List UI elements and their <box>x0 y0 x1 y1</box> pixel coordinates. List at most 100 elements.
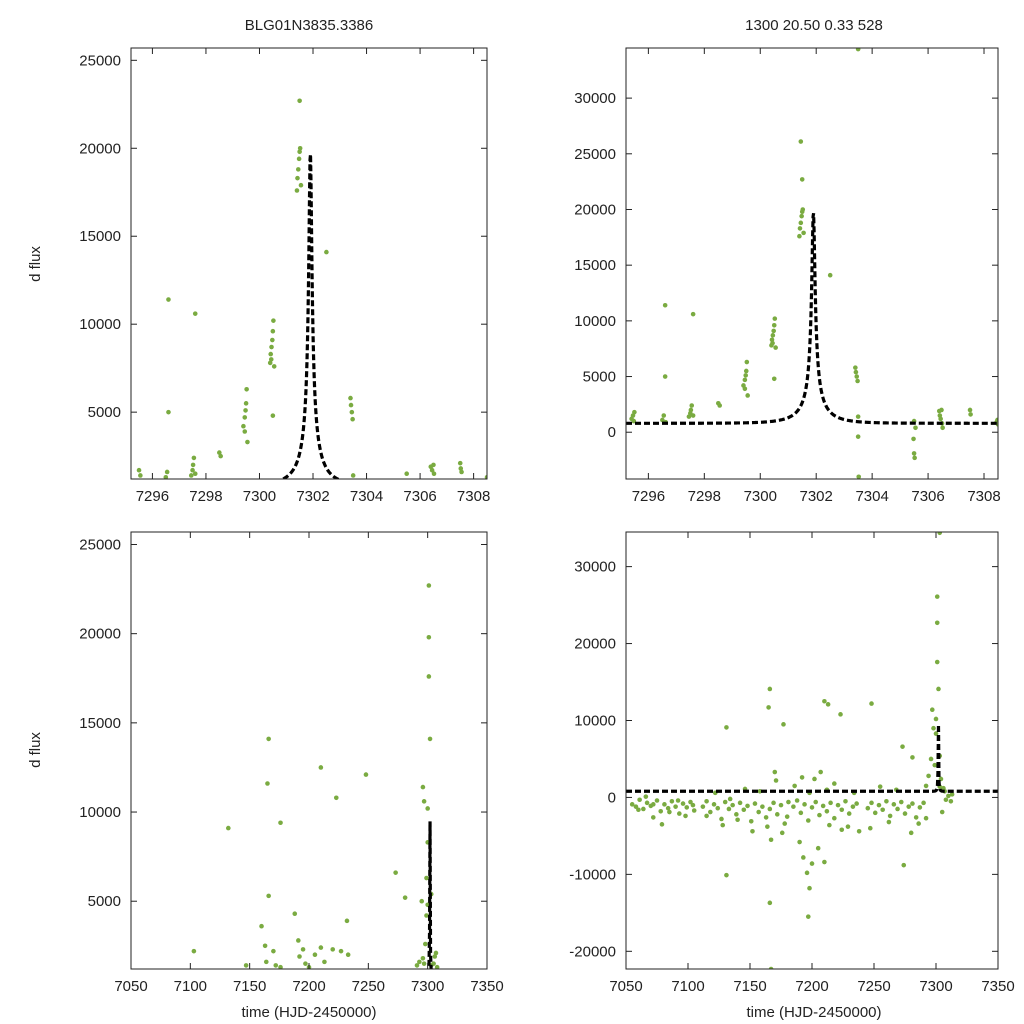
data-point <box>828 800 833 806</box>
data-point <box>995 417 998 423</box>
plot-frame <box>625 47 999 480</box>
data-point <box>711 802 717 807</box>
data-point <box>773 778 779 783</box>
data-point <box>426 674 432 679</box>
data-point <box>949 792 955 797</box>
y-tick-label: 10000 <box>574 712 616 729</box>
data-point <box>138 473 143 478</box>
data-point <box>917 805 923 810</box>
y-axis-label-top: d flux <box>27 246 44 282</box>
plot-frame <box>625 531 999 970</box>
data-point <box>772 316 778 321</box>
data-point <box>669 798 675 804</box>
y-tick-label: 25000 <box>79 536 121 553</box>
data-point <box>839 807 845 813</box>
data-point <box>312 952 318 958</box>
data-point <box>835 802 841 808</box>
data-point <box>854 374 860 379</box>
data-point <box>923 783 929 789</box>
data-point <box>933 731 939 736</box>
data-point <box>426 583 432 588</box>
y-tick-label: 0 <box>608 789 616 806</box>
y-tick-label: 25000 <box>79 52 121 69</box>
points-top-right <box>629 48 998 479</box>
data-point <box>901 862 907 868</box>
data-point <box>298 182 304 188</box>
x-tick-label: 7308 <box>967 488 1000 505</box>
data-point <box>431 961 436 966</box>
data-point <box>799 213 804 219</box>
data-point <box>820 803 826 809</box>
data-point <box>268 351 274 357</box>
data-point <box>940 425 945 431</box>
data-point <box>798 220 804 226</box>
data-point <box>643 794 649 799</box>
data-point <box>296 938 301 943</box>
data-point <box>792 783 797 789</box>
data-point <box>294 188 300 193</box>
data-point <box>724 725 729 730</box>
data-point <box>322 959 327 965</box>
data-point <box>824 808 830 814</box>
data-point <box>855 434 861 439</box>
data-point <box>350 473 356 478</box>
data-point <box>722 799 728 805</box>
data-point <box>704 798 709 804</box>
data-point <box>192 311 198 316</box>
data-point <box>242 429 248 434</box>
data-point <box>906 804 912 809</box>
data-point <box>717 403 722 408</box>
data-point <box>856 828 862 834</box>
x-tick-label: 7100 <box>174 978 207 995</box>
data-point <box>798 810 804 816</box>
data-point <box>877 784 883 789</box>
model-curve <box>427 821 433 969</box>
data-point <box>636 807 641 813</box>
y-tick-label: 25000 <box>574 146 616 163</box>
data-point <box>459 469 464 475</box>
data-point <box>782 821 788 826</box>
data-point <box>191 455 197 461</box>
data-point <box>827 272 833 278</box>
data-point <box>744 359 750 365</box>
data-point <box>166 409 171 415</box>
data-point <box>720 822 726 828</box>
left-title: BLG01N3835.3386 <box>245 17 373 34</box>
data-point <box>786 799 791 805</box>
data-point <box>908 830 914 836</box>
data-point <box>928 756 934 762</box>
data-point <box>763 815 769 820</box>
data-point <box>737 800 743 806</box>
x-tick-label: 7296 <box>632 488 665 505</box>
y-axis-label-bottom: d flux <box>27 732 44 768</box>
y-tick-label: 15000 <box>79 715 121 732</box>
data-point <box>393 870 398 875</box>
data-point <box>188 473 194 478</box>
data-point <box>756 809 761 815</box>
data-point <box>704 813 709 819</box>
data-point <box>898 799 904 805</box>
y-tick-label: 15000 <box>79 228 121 245</box>
data-point <box>190 462 196 468</box>
data-point <box>812 776 817 782</box>
data-point <box>662 374 668 379</box>
data-point <box>270 337 275 343</box>
data-point <box>921 800 926 806</box>
data-point <box>855 378 860 384</box>
x-axis-label-left: time (HJD-2450000) <box>241 1004 376 1021</box>
data-point <box>934 594 940 599</box>
plot-frame <box>130 531 488 970</box>
data-point <box>427 736 433 742</box>
data-point <box>633 804 639 809</box>
data-point <box>263 959 269 965</box>
data-point <box>742 386 748 392</box>
data-point <box>673 804 678 809</box>
data-point <box>259 923 264 929</box>
data-point <box>843 798 848 804</box>
y-tick-label: -10000 <box>569 866 616 883</box>
data-point <box>948 798 954 804</box>
y-tick-label: 5000 <box>583 369 616 386</box>
x-tick-label: 7306 <box>911 488 944 505</box>
data-point <box>967 407 973 413</box>
